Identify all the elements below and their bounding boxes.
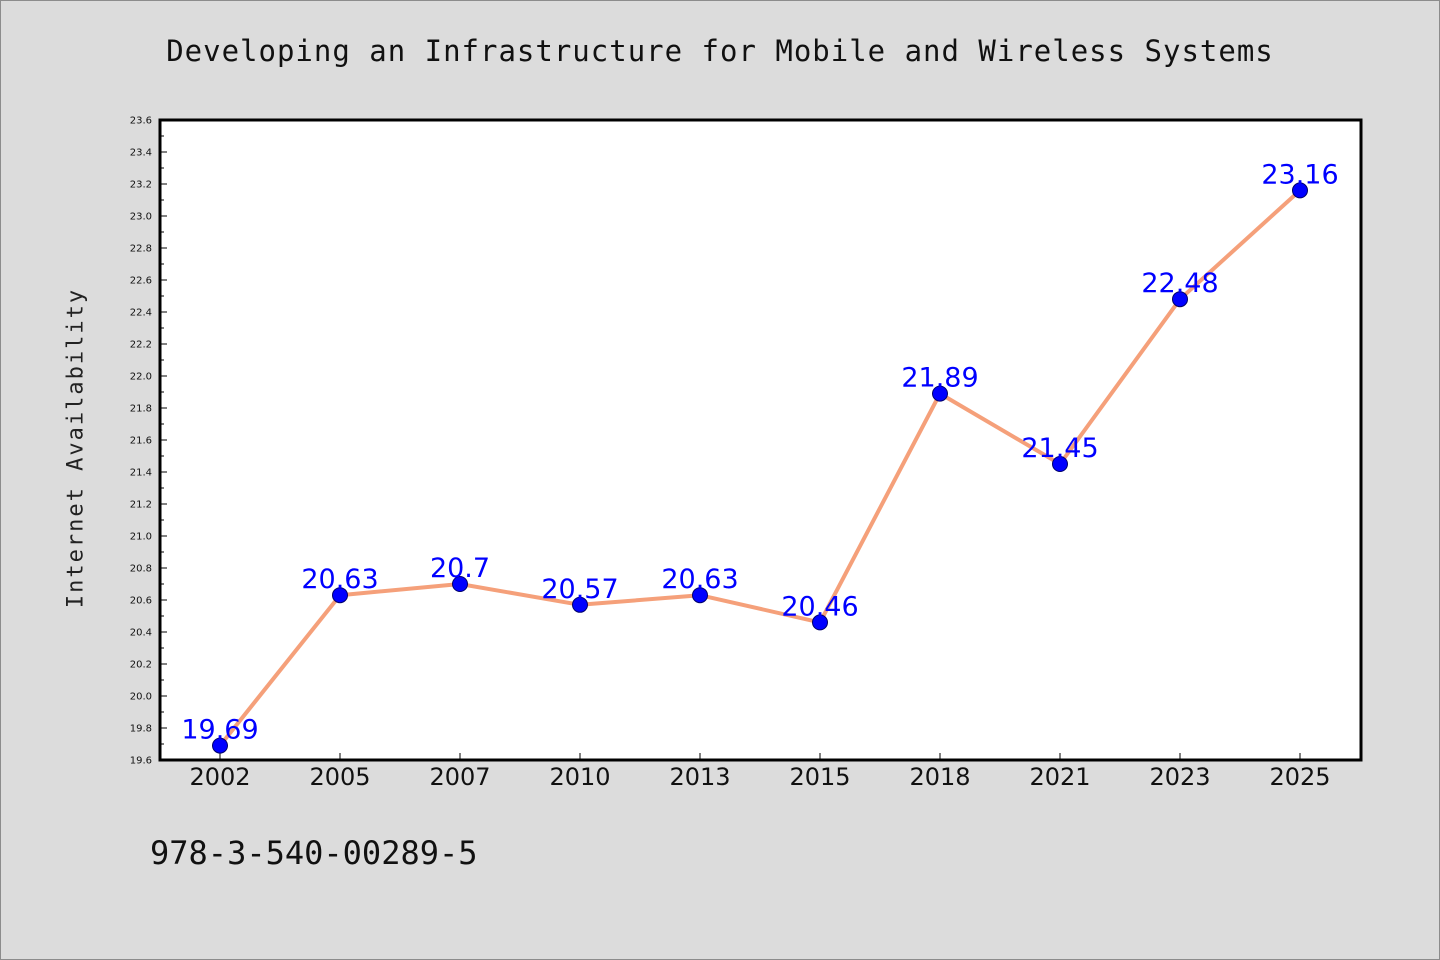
x-tick-label: 2025 <box>1269 763 1330 791</box>
data-point <box>1172 291 1188 308</box>
plot-area <box>158 118 1363 762</box>
x-tick-label: 2007 <box>429 763 490 791</box>
y-tick-label: 22.8 <box>130 244 152 255</box>
data-point <box>812 614 828 631</box>
data-point <box>332 587 348 604</box>
data-label-layer: 19.69 20.63 20.7 20.57 20.63 20.46 21.89 21.45 2… <box>181 159 1338 745</box>
y-tick-label: 22.2 <box>130 340 152 351</box>
data-label: 23.16 <box>1261 159 1338 190</box>
data-label: 22.48 <box>1141 268 1218 299</box>
x-tick-label: 2002 <box>189 763 250 791</box>
y-tick-label: 22.4 <box>130 308 152 319</box>
data-label: 21.89 <box>901 363 978 394</box>
y-tick-label: 22.0 <box>130 372 152 383</box>
y-tick-label: 23.2 <box>130 180 152 191</box>
data-point <box>1052 456 1068 472</box>
data-label: 20.63 <box>301 564 378 595</box>
x-tick-label: 2021 <box>1029 763 1090 791</box>
y-tick-label: 21.6 <box>130 436 152 447</box>
y-tick-label: 20.2 <box>130 660 152 671</box>
x-tick-label: 2015 <box>789 763 850 791</box>
y-tick-label: 21.4 <box>130 468 152 479</box>
y-tick-label: 21.8 <box>130 404 152 415</box>
data-point <box>572 596 588 613</box>
y-tick-label: 23.6 <box>130 116 152 127</box>
y-tick-label: 20.0 <box>130 692 152 703</box>
y-tick-label: 23.0 <box>130 212 152 223</box>
data-label: 20.46 <box>781 591 858 622</box>
y-tick-label: 23.4 <box>130 148 152 159</box>
y-tick-label: 20.8 <box>130 564 152 575</box>
y-tick-label: 19.6 <box>130 756 152 767</box>
series-layer <box>212 182 1308 754</box>
y-tick-label: 20.4 <box>130 628 152 639</box>
y-axis: 19.6 19.8 20.0 20.2 20.4 20.6 20.8 21.0 21.2 21.4… <box>130 116 167 767</box>
x-axis: 2002 2005 2007 2010 2013 2015 2018 2021 2023 2025 <box>189 753 1331 791</box>
x-tick-label: 2005 <box>309 763 370 791</box>
data-point <box>692 587 708 604</box>
data-label: 20.63 <box>661 564 738 595</box>
data-point <box>932 385 948 402</box>
data-point <box>1292 182 1308 199</box>
data-label: 19.69 <box>181 715 258 746</box>
y-tick-label: 19.8 <box>130 724 152 735</box>
y-tick-label: 20.6 <box>130 596 152 607</box>
x-tick-label: 2010 <box>549 763 610 791</box>
x-tick-label: 2018 <box>909 763 970 791</box>
data-label: 20.7 <box>430 553 490 584</box>
data-point <box>452 576 468 592</box>
y-tick-label: 21.0 <box>130 532 152 543</box>
x-tick-label: 2023 <box>1149 763 1210 791</box>
data-label: 20.57 <box>541 574 618 605</box>
x-tick-label: 2013 <box>669 763 730 791</box>
data-label: 21.45 <box>1021 433 1098 464</box>
data-point <box>212 737 228 754</box>
series-line <box>218 188 1302 747</box>
y-tick-label: 21.2 <box>130 500 152 511</box>
chart-title: Developing an Infrastructure for Mobile … <box>166 34 1274 68</box>
isbn-code: 978-3-540-00289-5 <box>150 834 478 872</box>
y-tick-label: 22.6 <box>130 276 152 287</box>
